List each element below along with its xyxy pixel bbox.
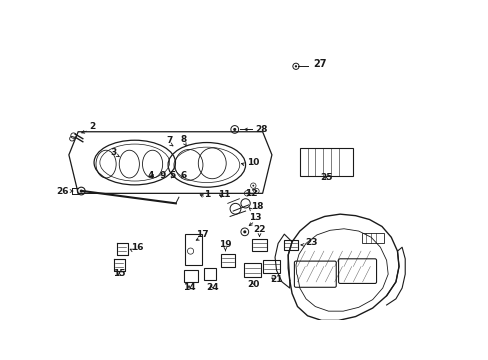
Text: 17: 17 (196, 230, 208, 239)
Text: 3: 3 (110, 148, 117, 157)
Text: 2: 2 (89, 122, 95, 131)
Text: 15: 15 (113, 269, 125, 278)
Bar (185, 234, 202, 265)
Bar (251, 239, 267, 251)
Text: 27: 27 (312, 59, 326, 69)
Text: 23: 23 (305, 238, 317, 247)
Circle shape (255, 190, 257, 192)
Bar (283, 239, 297, 250)
Text: 24: 24 (205, 283, 218, 292)
Circle shape (252, 185, 254, 186)
Circle shape (243, 230, 246, 233)
Bar (203, 268, 216, 280)
Text: 19: 19 (219, 240, 231, 249)
Text: 12: 12 (244, 189, 257, 198)
Text: 13: 13 (248, 213, 261, 222)
Text: 16: 16 (131, 243, 143, 252)
Text: 8: 8 (180, 135, 186, 144)
Text: 9: 9 (159, 171, 165, 180)
Text: 26: 26 (56, 186, 69, 195)
Text: 14: 14 (183, 283, 195, 292)
Text: 4: 4 (147, 171, 153, 180)
Bar (361, 233, 383, 243)
Text: 21: 21 (270, 275, 282, 284)
Bar (183, 270, 197, 282)
Text: 1: 1 (204, 190, 210, 199)
Text: 5: 5 (169, 171, 176, 180)
Text: 28: 28 (254, 125, 267, 134)
Text: 7: 7 (166, 136, 172, 145)
Circle shape (294, 65, 297, 67)
Circle shape (233, 128, 236, 131)
Bar (220, 254, 234, 266)
Bar (299, 148, 352, 176)
Text: 22: 22 (253, 225, 265, 234)
Text: 18: 18 (250, 202, 263, 211)
Circle shape (80, 189, 82, 193)
Circle shape (245, 193, 247, 194)
Text: 11: 11 (217, 190, 230, 199)
Text: 10: 10 (246, 158, 259, 167)
Text: 25: 25 (319, 173, 332, 182)
Bar (263, 260, 280, 274)
Text: 6: 6 (180, 171, 186, 180)
Text: 20: 20 (246, 279, 259, 288)
Bar (244, 264, 261, 277)
